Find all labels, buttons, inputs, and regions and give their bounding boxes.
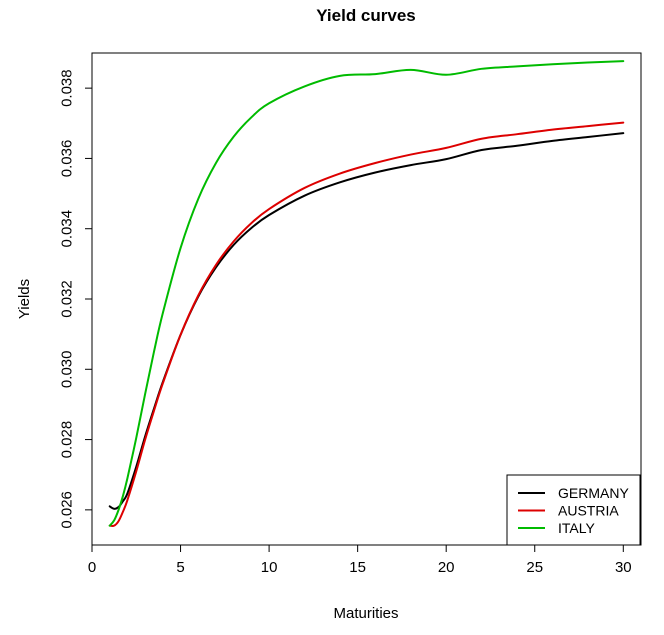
y-axis-title: Yields	[16, 279, 33, 319]
y-tick-label: 0.034	[59, 210, 76, 248]
y-tick-label: 0.038	[59, 69, 76, 107]
series-line-germany	[108, 132, 625, 510]
x-tick-label: 15	[349, 559, 366, 576]
y-tick-label: 0.028	[59, 421, 76, 459]
plot-area	[91, 52, 642, 546]
series-line-italy	[108, 60, 625, 527]
y-tick-label: 0.032	[59, 280, 76, 318]
legend-box	[506, 474, 641, 546]
x-tick-label: 0	[88, 559, 96, 576]
x-tick-label: 25	[526, 559, 543, 576]
chart-title: Yield curves	[316, 6, 416, 25]
x-axis-title: Maturities	[333, 605, 398, 622]
legend-label-italy: ITALY	[558, 520, 595, 536]
y-tick-label: 0.030	[59, 351, 76, 389]
x-tick-label: 30	[615, 559, 632, 576]
legend-label-germany: GERMANY	[558, 485, 629, 501]
x-tick-label: 10	[261, 559, 278, 576]
legend-label-austria: AUSTRIA	[558, 503, 619, 519]
x-tick-label: 5	[176, 559, 184, 576]
x-tick-label: 20	[438, 559, 455, 576]
x-axis: 0 5 10 15 20 25 30	[88, 544, 632, 576]
y-tick-label: 0.026	[59, 491, 76, 529]
y-axis: 0.026 0.028 0.030 0.032 0.034 0.036 0.038	[59, 69, 93, 529]
series-line-austria	[108, 121, 625, 528]
series-lines	[108, 60, 625, 528]
y-tick-label: 0.036	[59, 140, 76, 178]
